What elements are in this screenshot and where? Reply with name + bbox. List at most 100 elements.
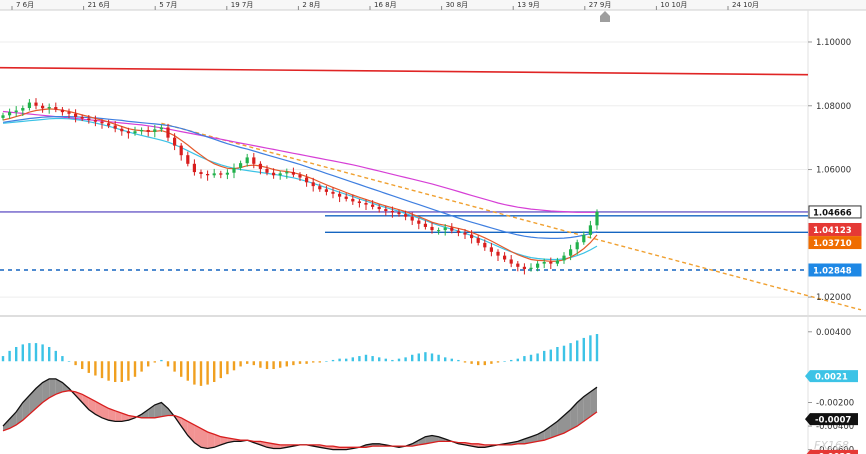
histogram-bar: [510, 359, 513, 362]
histogram-bar: [61, 356, 64, 362]
histogram-bar: [430, 353, 434, 362]
x-tick-label: 27 9月: [589, 1, 612, 9]
histogram-bar: [378, 357, 381, 362]
price-tag-box: [808, 205, 862, 219]
macd-value-tag-label: 0.0021: [815, 373, 848, 383]
candle-body: [278, 173, 282, 176]
histogram-bar: [411, 354, 414, 362]
histogram-bar: [252, 361, 255, 366]
macd-fill-segment: [42, 378, 50, 403]
histogram-bar: [213, 361, 216, 382]
candle-body: [245, 157, 249, 164]
candle-body: [1, 115, 5, 118]
price-tag-label: 1.04123: [813, 226, 852, 236]
candle-body: [41, 105, 45, 109]
histogram-bar: [463, 361, 467, 363]
macd-value-tag-label: -0.0007: [815, 416, 851, 426]
candle-body: [397, 212, 401, 215]
histogram-bar: [87, 361, 90, 373]
histogram-bar: [483, 361, 486, 366]
trend-line: [161, 122, 862, 311]
candle-body: [212, 173, 216, 176]
histogram-bar: [404, 357, 407, 362]
x-tick-label: 30 8月: [446, 1, 469, 9]
macd-fill-segment: [181, 417, 188, 436]
histogram-bar: [457, 359, 460, 362]
histogram-bar: [371, 356, 374, 362]
y-tick-label: 1.10000: [816, 38, 851, 48]
histogram-bar: [166, 361, 170, 367]
histogram-bar: [8, 350, 11, 362]
candle-body: [120, 128, 124, 132]
histogram-bar: [219, 361, 222, 379]
histogram-bar: [477, 361, 480, 366]
histogram-bar: [285, 361, 288, 367]
macd-fill-segment: [55, 378, 63, 395]
macd-y-tick-label: -0.00600: [816, 446, 854, 454]
histogram-bar: [503, 361, 506, 362]
histogram-bar: [576, 340, 579, 362]
macd-fill-segment: [16, 402, 23, 425]
candle-body: [14, 110, 18, 113]
moving-average-line: [2, 108, 598, 263]
macd-value-tags: 0.0021 -0.0007 -0.0028: [805, 370, 858, 454]
candle-body: [516, 263, 520, 267]
candle-body: [21, 107, 25, 111]
candle-body: [575, 242, 579, 250]
candle-body: [60, 109, 64, 113]
candle-body: [456, 230, 460, 233]
price-horizontal-lines: [0, 66, 809, 271]
histogram-bar: [490, 361, 493, 364]
macd-value-tag: -0.0028: [806, 449, 858, 454]
candle-body: [377, 206, 381, 210]
histogram-bar: [15, 346, 18, 362]
candle-body: [430, 226, 434, 231]
histogram-bar: [107, 361, 110, 381]
macd-lines: [2, 378, 598, 451]
price-tag: 1.04123: [808, 222, 862, 236]
candle-body: [357, 201, 361, 204]
candle-body: [384, 209, 388, 211]
x-tick-label: 2 8月: [302, 1, 320, 9]
macd-fill-segment: [201, 428, 208, 449]
histogram-bar: [265, 361, 269, 370]
histogram-bar: [312, 361, 315, 363]
candle-body: [305, 177, 309, 183]
x-tick-label: 7 6月: [16, 1, 34, 9]
x-tick-label: 5 7月: [159, 1, 177, 9]
signal-line: [2, 390, 598, 448]
macd-histogram: [1, 334, 599, 386]
histogram-bar: [496, 361, 500, 363]
moving-average-lines: [2, 108, 598, 263]
y-tick-label: 1.08000: [816, 102, 851, 112]
macd-y-tick-label: 0.00400: [816, 328, 851, 338]
histogram-bar: [279, 361, 282, 368]
candle-body: [311, 182, 315, 187]
macd-fill-segment: [577, 396, 584, 427]
histogram-bar: [543, 350, 546, 362]
histogram-bar: [272, 361, 275, 370]
candle-body: [509, 259, 513, 264]
candle-body: [318, 186, 322, 190]
x-tick-label: 13 9月: [517, 1, 540, 9]
candle-body: [146, 129, 150, 132]
macd-pane: 0.00400 -0.00200 -0.00400 -0.00600 0.0021 -0…: [1, 328, 858, 454]
histogram-bar: [21, 344, 24, 362]
histogram-bar: [193, 361, 196, 385]
candle-body: [192, 163, 196, 173]
histogram-bar: [81, 361, 84, 370]
histogram-bar: [160, 359, 163, 362]
histogram-bar: [523, 356, 526, 362]
scroll-marker-icon[interactable]: [600, 11, 610, 22]
macd-fill-segment: [49, 378, 56, 398]
price-tag: 1.04666: [808, 205, 862, 219]
y-tick-label: 1.02000: [816, 293, 851, 303]
macd-fill-segment: [9, 411, 17, 429]
histogram-bar: [180, 361, 183, 377]
histogram-bar: [34, 343, 38, 362]
histogram-bar: [246, 361, 249, 364]
macd-fill-segment: [432, 435, 439, 443]
candle-body: [410, 216, 414, 221]
candle-body: [522, 266, 526, 270]
